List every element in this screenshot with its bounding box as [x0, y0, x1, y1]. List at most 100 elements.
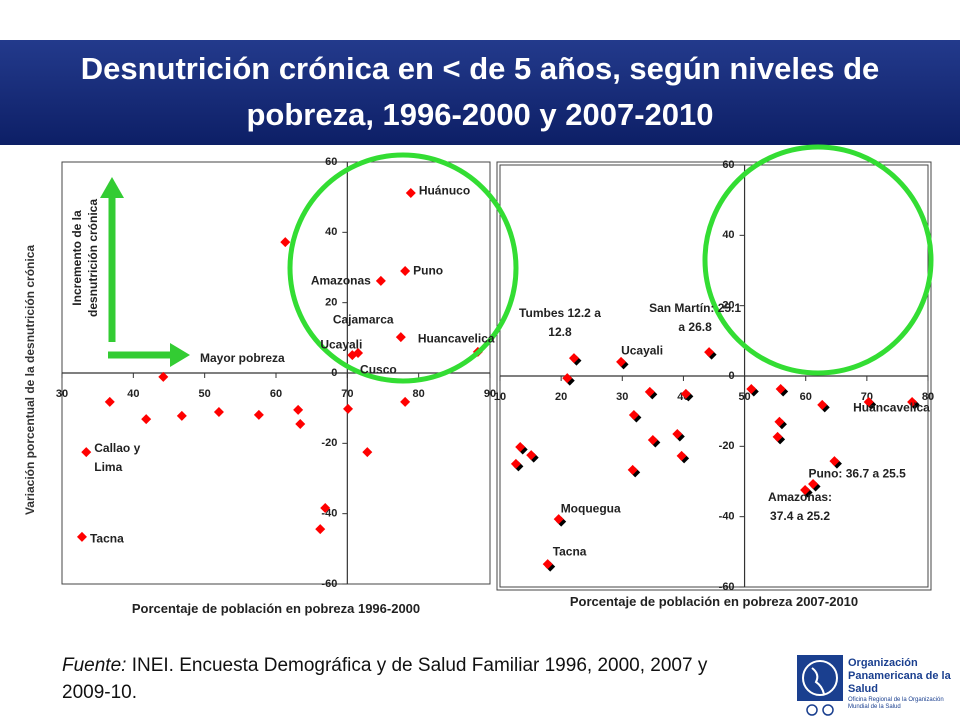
point-label: Puno	[413, 263, 444, 278]
point	[746, 384, 757, 395]
point	[510, 458, 521, 469]
y-axis-title: Variación porcentual de la desnutrición …	[23, 244, 37, 516]
point-label: Amazonas: 37.4 a 25.2	[768, 489, 833, 523]
logo-globe	[802, 660, 838, 696]
point-label: Moquegua	[560, 501, 621, 516]
point-label: Huánuco	[418, 183, 471, 198]
point	[772, 431, 783, 442]
header-band	[0, 40, 960, 145]
y-tick-label: -60	[719, 581, 735, 593]
y-tick-label: -40	[719, 511, 735, 523]
point-label: Cusco	[360, 362, 397, 377]
y-tick-label: 60	[722, 159, 734, 171]
point-label: Cajamarca	[332, 312, 394, 327]
point	[817, 399, 828, 410]
x-axis-title: Porcentaje de población en pobreza 2007-…	[569, 594, 859, 609]
point	[628, 410, 639, 421]
point-label: Ucayali	[320, 337, 363, 352]
point	[343, 403, 354, 414]
point	[400, 266, 411, 277]
point	[320, 503, 331, 514]
point	[644, 386, 655, 397]
point	[158, 371, 169, 382]
x-tick-label: 60	[800, 391, 812, 403]
point	[800, 484, 811, 495]
point	[253, 409, 264, 420]
y-tick-label: -20	[719, 440, 735, 452]
right-arrow-head	[170, 343, 190, 367]
x-tick-label: 30	[616, 391, 628, 403]
point	[395, 332, 406, 343]
point	[295, 418, 306, 429]
point-label: Tacna	[89, 531, 124, 546]
point	[542, 559, 553, 570]
point	[375, 275, 386, 286]
logo-emblem	[806, 704, 818, 716]
point	[704, 347, 715, 358]
annotation: Mayor pobreza	[200, 351, 285, 365]
point	[141, 414, 152, 425]
point	[647, 435, 658, 446]
point-label: Huancavelica	[417, 331, 495, 346]
point-label: Huancavelica	[853, 400, 930, 415]
point	[829, 456, 840, 467]
slide-title: Desnutrición crónica en < de 5 años, seg…	[80, 51, 880, 132]
x-tick-label: 50	[738, 391, 750, 403]
logo-name: Organización Panamericana de la Salud	[848, 657, 951, 695]
source-text: INEI. Encuesta Demográfica y de Salud Fa…	[62, 655, 708, 703]
x-tick-label: 90	[484, 388, 496, 400]
point	[353, 347, 364, 358]
point-label: Tacna	[552, 544, 587, 559]
point-label: Tumbes 12.2 a 12.8	[519, 306, 601, 340]
point	[562, 373, 573, 384]
point	[553, 514, 564, 525]
point-label: Amazonas	[310, 273, 371, 288]
point	[176, 410, 187, 421]
point	[775, 384, 786, 395]
source-label: Fuente:	[62, 655, 127, 676]
point	[672, 429, 683, 440]
point	[104, 396, 115, 407]
point-label: Ucayali	[621, 343, 664, 358]
source-note: Fuente: INEI. Encuesta Demográfica y de …	[62, 652, 732, 706]
highlight-circle	[287, 152, 519, 384]
point	[676, 450, 687, 461]
point	[680, 388, 691, 399]
x-tick-label: 50	[199, 388, 211, 400]
point	[627, 464, 638, 475]
y-tick-label: -20	[321, 437, 337, 449]
point	[76, 531, 87, 542]
point	[907, 397, 918, 408]
point	[400, 396, 411, 407]
point	[81, 447, 92, 458]
y-tick-label: 40	[325, 226, 337, 238]
plot-frame-inner	[496, 161, 932, 591]
x-tick-label: 30	[56, 388, 68, 400]
logo-emblem	[822, 704, 834, 716]
logo-square	[797, 655, 843, 701]
logo-map	[811, 667, 825, 695]
y-tick-label: 60	[325, 156, 337, 168]
x-tick-label: 20	[555, 391, 567, 403]
point-label: Puno: 36.7 a 25.5	[808, 466, 906, 481]
point	[315, 524, 326, 535]
arrows	[100, 177, 190, 367]
point	[280, 237, 291, 248]
x-tick-label: 40	[127, 388, 139, 400]
point	[526, 450, 537, 461]
x-tick-label: 60	[270, 388, 282, 400]
y-tick-label: 20	[722, 300, 734, 312]
point	[808, 478, 819, 489]
point	[568, 353, 579, 364]
x-tick-label: 10	[494, 391, 506, 403]
highlight-circle	[702, 144, 934, 376]
logo-subtitle: Oficina Regional de la Organización Mund…	[848, 697, 944, 710]
point	[405, 187, 416, 198]
up-arrow-head	[100, 177, 124, 198]
point	[213, 407, 224, 418]
logo-icon	[797, 655, 843, 716]
x-axis-title: Porcentaje de población en pobreza 1996-…	[131, 601, 421, 616]
y-tick-label: -60	[321, 578, 337, 590]
